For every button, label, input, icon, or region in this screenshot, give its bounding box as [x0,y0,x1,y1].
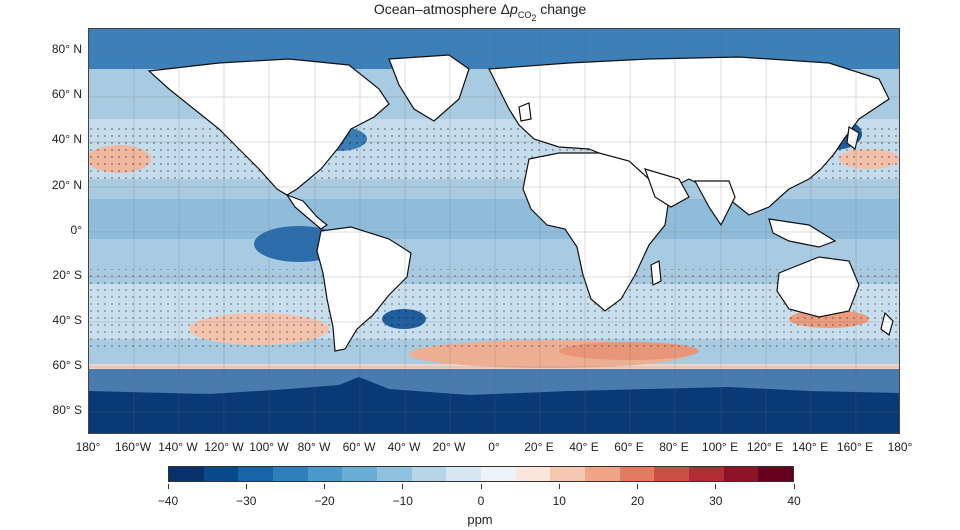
colorbar-tick [324,484,325,489]
colorbar-swatch [446,467,482,481]
y-label-60s: 60° S [52,358,82,372]
british-isles [518,102,532,122]
x-label-20e: 20° E [524,440,554,454]
colorbar-tick [402,484,404,489]
indian-subcontinent [693,180,736,227]
colorbar-swatch [550,467,586,481]
y-label-80s: 80° S [52,403,82,417]
colorbar-swatch [377,467,412,481]
colorbar-tick-label: −30 [236,494,257,508]
continents [147,54,894,352]
colorbar-swatch [411,467,447,481]
x-label-60e: 60° E [614,440,644,454]
colorbar-tick [715,484,717,489]
japan [846,126,860,151]
x-label-40e: 40° E [569,440,599,454]
colorbar-tick [558,484,560,489]
colorbar-swatch [689,467,724,481]
colorbar-tick-label: 0 [477,494,485,508]
x-label-180e: 180° [887,440,913,454]
colorbar-swatch [619,467,655,481]
map-canvas [89,29,899,433]
new-zealand [880,311,894,337]
x-label-140e: 140° E [791,440,829,454]
colorbar-swatch [723,467,759,481]
colorbar-tick-label: −10 [392,494,413,508]
stipple-south [89,269,899,349]
x-label-160w: 160°W [114,440,152,454]
colorbar-tick-label: 40 [787,494,801,508]
map-title: Ocean–atmosphere ΔpCO2 change [0,0,960,27]
antarctica-landmass [89,377,899,433]
y-label-40s: 40° S [52,313,82,327]
colorbar-tick-label: −20 [314,494,335,508]
north-america [147,58,390,196]
colorbar-swatch [654,467,690,481]
colorbar-swatch [585,467,620,481]
x-label-100w: 100° W [249,440,289,454]
colorbar-tick [793,484,795,489]
africa [522,152,670,312]
y-label-20n: 20° N [51,178,82,192]
colorbar [168,466,794,482]
colorbar-swatch [203,467,239,481]
australia [776,256,860,318]
colorbar-swatch [758,467,794,481]
colorbar-swatch [238,467,274,481]
y-label-20s: 20° S [52,268,82,282]
x-label-180w: 180° [75,440,101,454]
colorbar-tick-label: 10 [552,494,566,508]
graticule [89,29,899,433]
x-label-0: 0° [488,440,500,454]
maritime-southeast-asia [768,218,837,248]
title-subscript: CO2 [517,9,537,23]
colorbar-swatch [273,467,308,481]
colorbar-swatch [169,467,204,481]
arabian-peninsula [644,168,690,208]
colorbar-swatch [342,467,378,481]
y-label-equator: 0° [70,223,82,237]
x-label-80e: 80° E [659,440,689,454]
colorbar-tick [637,484,638,489]
colorbar-unit: ppm [467,512,493,527]
colorbar-tick [480,484,482,489]
colorbar-tick-label: 30 [709,494,723,508]
title-symbol: p [510,1,518,17]
title-prefix: Ocean–atmosphere Δ [373,1,511,17]
colorbar-tick-label: −40 [157,494,179,508]
colorbar-swatch [307,467,343,481]
y-label-80n: 80° N [51,42,82,56]
x-label-120e: 120° E [746,440,784,454]
colorbar-tick [245,484,247,489]
x-label-80w: 80° W [297,440,331,454]
x-label-160e: 160° E [836,440,874,454]
world-map [88,28,900,434]
greenland [388,54,470,122]
x-label-100e: 100° E [701,440,739,454]
madagascar [650,260,662,286]
x-label-120w: 120° W [204,440,244,454]
x-label-140w: 140° W [158,440,198,454]
south-america [316,226,412,352]
central-america [285,193,329,230]
eurasia [488,56,890,216]
colorbar-tick [167,484,169,489]
colorbar-swatch [515,467,551,481]
y-label-60n: 60° N [51,87,82,101]
title-suffix: change [536,1,587,17]
y-label-40n: 40° N [51,132,82,146]
x-label-60w: 60° W [342,440,376,454]
colorbar-tick-label: 20 [630,494,645,508]
x-label-20w: 20° W [432,440,466,454]
x-label-40w: 40° W [387,440,421,454]
colorbar-swatch [481,467,516,481]
